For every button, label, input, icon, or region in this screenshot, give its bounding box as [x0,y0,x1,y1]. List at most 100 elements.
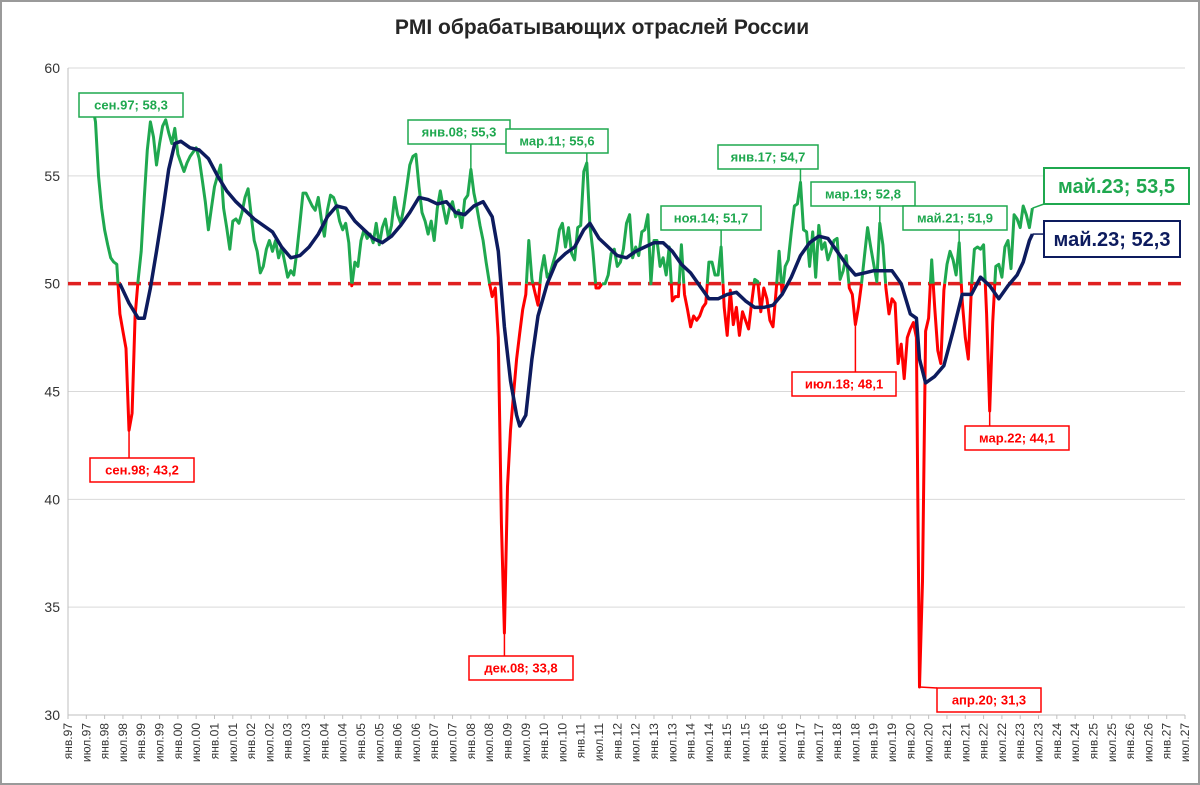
x-tick-label: янв.22 [977,723,991,760]
pmi-line-above-50 [90,104,120,284]
x-tick-label: янв.04 [317,723,331,760]
x-tick-label: июл.26 [1141,723,1155,762]
annotation-label: янв.08; 55,3 [422,125,497,140]
x-tick-label: янв.07 [427,723,441,760]
x-tick-label: янв.24 [1050,723,1064,760]
x-tick-label: июл.21 [958,723,972,762]
x-tick-label: июл.11 [592,723,606,762]
x-tick-label: июл.07 [446,723,460,762]
x-tick-label: июл.00 [189,723,203,762]
x-tick-label: июл.13 [665,723,679,762]
annotation-box [717,144,819,170]
x-tick-label: июл.05 [372,723,386,762]
pmi-line-above-50 [538,161,598,284]
annotation-label: апр.20; 31,3 [952,693,1026,708]
annotation-label: июл.18; 48,1 [805,377,883,392]
annotation-box [1043,167,1190,205]
annotation-label: май.23; 53,5 [1058,176,1175,198]
x-tick-label: июл.04 [336,723,350,762]
annotation-box [1043,220,1181,258]
pmi-line-above-50 [677,243,686,284]
x-tick-label: июл.12 [629,723,643,762]
pmi-line-above-50 [752,277,760,284]
x-tick-label: июл.17 [812,723,826,762]
x-tick-label: июл.02 [262,723,276,762]
pmi-line-above-50 [928,258,935,284]
x-tick-label: янв.99 [134,723,148,760]
x-tick-label: июл.18 [848,723,862,762]
annotation-leader [1032,203,1045,209]
y-tick-label: 35 [44,599,60,615]
y-tick-label: 60 [44,60,60,76]
x-tick-label: янв.27 [1160,723,1174,760]
pmi-line-below-50 [488,283,528,635]
pmi-line-above-50 [705,245,725,284]
x-tick-label: июл.15 [739,723,753,762]
y-tick-label: 55 [44,168,60,184]
x-tick-label: янв.08 [464,723,478,760]
x-tick-label: июл.23 [1032,723,1046,762]
pmi-line-above-50 [350,152,492,284]
x-tick-label: янв.98 [98,723,112,760]
x-tick-label: янв.05 [354,723,368,760]
x-tick-label: янв.18 [830,723,844,760]
annotation-box [660,205,762,231]
pmi-line-below-50 [669,283,681,303]
annotation-box [468,655,574,681]
x-tick-label: янв.21 [940,723,954,760]
annotation-label: ноя.14; 51,7 [674,211,749,226]
pmi-line-below-50 [847,283,863,327]
x-tick-label: июл.09 [519,723,533,762]
x-tick-label: янв.23 [1013,723,1027,760]
x-tick-label: июл.24 [1068,723,1082,762]
pmi-line-above-50 [970,243,987,284]
pmi-line-below-50 [682,283,709,329]
x-tick-label: янв.15 [720,723,734,760]
pmi-line-below-50 [721,283,756,337]
y-axis-tick-labels: 30 35 40 45 50 55 60 [44,60,60,723]
annotation-label: сен.97; 58,3 [94,98,168,113]
x-tick-label: янв.13 [647,723,661,760]
x-tick-label: июл.08 [482,723,496,762]
x-tick-label: янв.12 [610,723,624,760]
annotation-box [810,181,916,207]
annotation-label: мар.11; 55,6 [519,134,594,149]
pmi-line-below-50 [594,282,604,290]
pmi-line-below-50 [884,283,932,689]
annotation-box [505,128,609,154]
x-tick-label: июл.06 [409,723,423,762]
annotation-leader [919,686,938,689]
x-tick-label: янв.17 [793,723,807,760]
x-tick-label: янв.14 [684,723,698,760]
x-tick-label: янв.16 [757,723,771,760]
x-tick-label: июл.22 [995,723,1009,762]
x-tick-label: июл.16 [775,723,789,762]
x-tick-label: янв.00 [171,723,185,760]
pmi-line-above-50 [860,221,888,284]
x-tick-label: июл.10 [555,723,569,762]
pmi-line-above-50 [993,204,1034,284]
pmi-line-below-50 [983,283,997,413]
x-tick-label: июл.01 [226,723,240,762]
x-tick-label: янв.19 [867,723,881,760]
x-tick-label: июл.14 [702,723,716,762]
pmi-line-below-50 [931,283,947,365]
x-tick-label: янв.06 [391,723,405,760]
annotation-box [791,371,897,397]
x-tick-label: июл.19 [885,723,899,762]
y-tick-label: 45 [44,384,60,400]
annotation-box [964,425,1070,451]
x-tick-label: янв.02 [244,723,258,760]
x-tick-label: янв.26 [1123,723,1137,760]
y-tick-label: 30 [44,707,60,723]
x-tick-label: июл.27 [1178,723,1192,762]
x-tick-label: янв.20 [903,723,917,760]
x-tick-label: янв.11 [574,723,588,759]
annotation-label: янв.17; 54,7 [731,150,806,165]
annotation-box [936,687,1042,713]
annotation-label: май.21; 51,9 [917,211,993,226]
x-tick-label: июл.97 [79,723,93,762]
annotation-label: сен.98; 43,2 [105,463,179,478]
